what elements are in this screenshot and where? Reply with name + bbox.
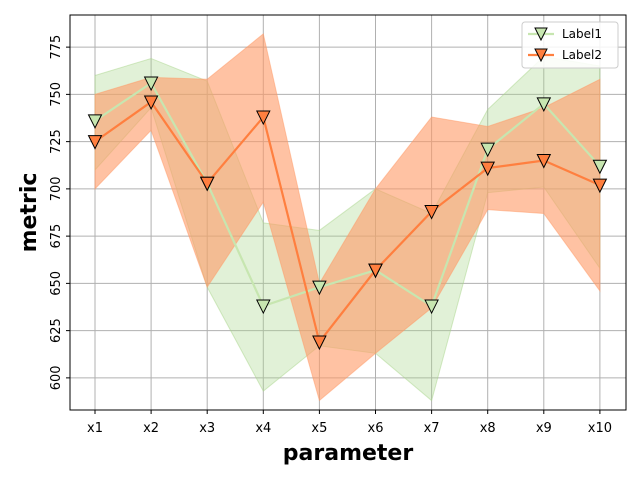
x-tick-label: x5 bbox=[311, 421, 327, 436]
x-tick-label: x10 bbox=[588, 421, 612, 436]
data-point-label1 bbox=[424, 299, 439, 315]
data-point-label2 bbox=[536, 154, 552, 169]
data-point-label1 bbox=[87, 114, 103, 129]
y-tick-label: 750 bbox=[49, 82, 64, 107]
data-point-label2 bbox=[199, 176, 215, 192]
x-tick-label: x3 bbox=[199, 421, 215, 436]
y-tick-label: 650 bbox=[49, 271, 64, 296]
confidence-band-label2 bbox=[94, 33, 601, 402]
y-axis: 600 625 650 675 700 725 750 775 bbox=[49, 35, 70, 390]
x-tick-label: x7 bbox=[424, 421, 440, 436]
x-axis: x1 x2 x3 x4 x5 x6 x7 x8 x9 x10 bbox=[87, 410, 612, 436]
x-tick-label: x9 bbox=[536, 421, 552, 436]
x-tick-label: x8 bbox=[480, 421, 496, 436]
y-tick-label: 725 bbox=[49, 129, 64, 154]
data-point-label2 bbox=[87, 135, 103, 150]
x-tick-label: x6 bbox=[368, 421, 384, 436]
data-point-label2 bbox=[312, 335, 327, 351]
data-point-label1 bbox=[536, 97, 552, 112]
x-axis-title: parameter bbox=[283, 441, 414, 466]
data-point-label2 bbox=[368, 263, 383, 279]
legend-marker bbox=[534, 48, 548, 63]
data-point-label1 bbox=[592, 159, 608, 175]
legend-marker bbox=[534, 27, 548, 42]
confidence-bands bbox=[94, 33, 601, 402]
legend: Label1 Label2 bbox=[521, 21, 619, 69]
data-point-label1 bbox=[312, 280, 327, 296]
y-tick-label: 675 bbox=[49, 224, 64, 249]
series-markers bbox=[87, 76, 608, 351]
series-line-label2 bbox=[94, 100, 601, 345]
x-tick-label: x2 bbox=[143, 421, 159, 436]
y-tick-label: 700 bbox=[49, 176, 64, 201]
x-tick-label: x4 bbox=[255, 421, 271, 436]
y-tick-label: 600 bbox=[49, 365, 64, 390]
y-tick-label: 625 bbox=[49, 318, 64, 343]
series-line-label1 bbox=[94, 81, 601, 308]
data-point-label2 bbox=[592, 178, 608, 194]
data-point-label2 bbox=[424, 205, 439, 220]
y-tick-label: 775 bbox=[49, 35, 64, 60]
data-point-label2 bbox=[480, 161, 496, 177]
data-point-label2 bbox=[255, 110, 271, 126]
legend-label: Label1 bbox=[562, 27, 602, 41]
plot-frame bbox=[69, 14, 627, 411]
data-point-label1 bbox=[255, 299, 271, 315]
data-point-label1 bbox=[480, 142, 496, 158]
series-lines bbox=[94, 81, 601, 345]
y-axis-title: metric bbox=[17, 173, 42, 253]
data-point-label2 bbox=[143, 95, 159, 111]
data-point-label1 bbox=[143, 76, 159, 92]
legend-label: Label2 bbox=[562, 48, 602, 62]
x-tick-label: x1 bbox=[87, 421, 103, 436]
